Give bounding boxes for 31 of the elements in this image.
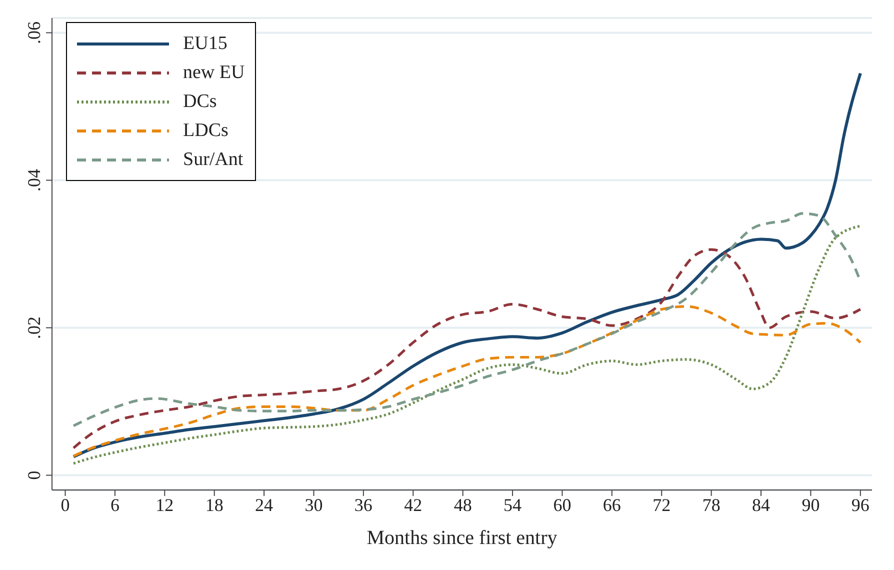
x-tick-label: 30 — [304, 494, 323, 515]
legend-label: EU15 — [183, 32, 228, 54]
x-tick-label: 0 — [60, 494, 70, 515]
legend-label: DCs — [183, 90, 217, 112]
x-tick-label: 72 — [652, 494, 671, 515]
x-tick-label: 60 — [553, 494, 572, 515]
line-series — [72, 212, 862, 428]
x-tick-label: 12 — [156, 494, 174, 515]
x-tick-label: 90 — [802, 494, 820, 515]
x-tick-label: 78 — [702, 494, 720, 515]
x-axis-title: Months since first entry — [366, 527, 558, 549]
y-tick-label: .04 — [24, 169, 44, 192]
line-series — [72, 224, 862, 465]
x-tick-label: 48 — [454, 494, 472, 515]
x-tick-label: 84 — [752, 494, 770, 515]
line-series — [72, 305, 862, 458]
x-tick-label: 6 — [110, 494, 120, 515]
x-tick-label: 96 — [851, 494, 870, 515]
y-tick-label: .02 — [24, 316, 44, 339]
x-tick-label: 36 — [354, 494, 372, 515]
x-tick-label: 18 — [205, 494, 224, 515]
legend-label: Sur/Ant — [183, 148, 244, 170]
y-tick-label: .06 — [24, 22, 44, 44]
legend-label: LDCs — [183, 120, 228, 142]
line-series — [72, 248, 862, 450]
x-tick-label: 42 — [404, 494, 422, 515]
y-tick-label: 0 — [24, 470, 44, 480]
x-tick-label: 66 — [602, 494, 621, 515]
legend-label: new EU — [183, 62, 245, 84]
x-tick-label: 54 — [504, 494, 522, 515]
x-tick-label: 24 — [255, 494, 274, 515]
